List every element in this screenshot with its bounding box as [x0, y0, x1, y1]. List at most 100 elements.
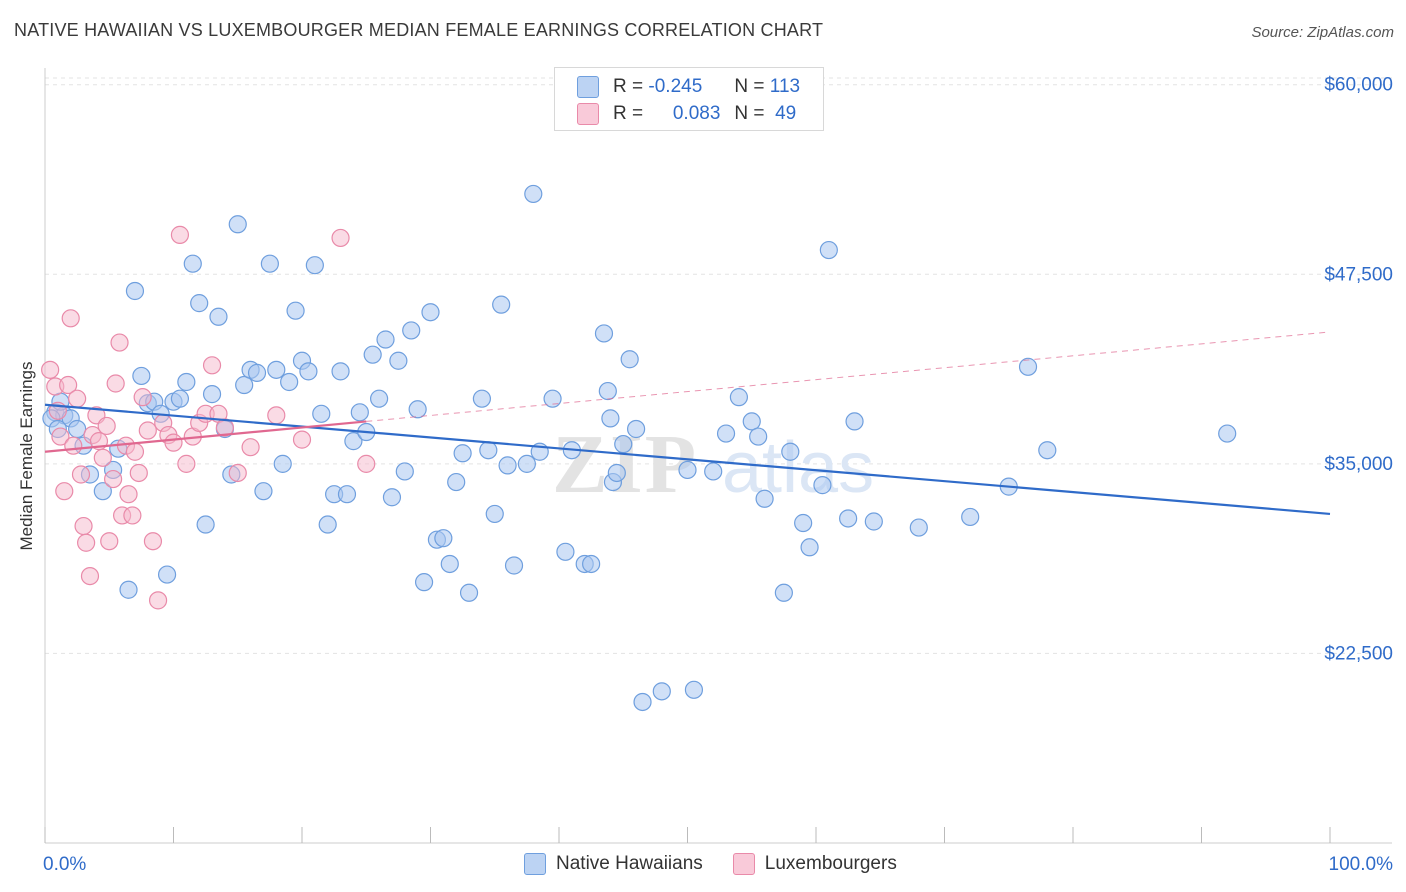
data-point-luxembourgers	[357, 454, 376, 473]
n-label: N =	[734, 76, 765, 97]
data-point-luxembourgers	[71, 465, 91, 484]
data-point-native-hawaiians	[485, 504, 504, 524]
data-point-native-hawaiians	[498, 456, 517, 475]
data-point-native-hawaiians	[157, 565, 177, 584]
data-point-native-hawaiians	[299, 362, 318, 381]
data-point-native-hawaiians	[280, 372, 299, 392]
data-point-native-hawaiians	[614, 435, 633, 454]
data-point-luxembourgers	[106, 374, 125, 393]
data-point-native-hawaiians	[704, 462, 723, 481]
n-value: 113	[769, 76, 801, 97]
stats-row-luxembourgers: R = 0.083 N = 49	[577, 102, 796, 126]
data-point-luxembourgers	[104, 469, 123, 489]
data-point-luxembourgers	[129, 463, 148, 483]
data-point-native-hawaiians	[684, 680, 704, 699]
r-label: R =	[613, 103, 644, 124]
data-point-native-hawaiians	[479, 441, 498, 460]
data-point-native-hawaiians	[402, 321, 421, 340]
legend-item-native-hawaiians: Native Hawaiians	[524, 853, 703, 875]
data-point-native-hawaiians	[678, 460, 697, 480]
data-point-native-hawaiians	[504, 556, 524, 575]
data-point-native-hawaiians	[749, 427, 768, 446]
n-label: N =	[734, 103, 765, 124]
data-point-native-hawaiians	[582, 554, 601, 574]
r-value: -0.245	[648, 76, 703, 97]
data-point-native-hawaiians	[524, 184, 543, 204]
data-point-native-hawaiians	[209, 307, 228, 326]
data-point-native-hawaiians	[601, 409, 620, 428]
data-point-native-hawaiians	[1218, 424, 1237, 443]
data-point-native-hawaiians	[68, 419, 87, 439]
data-point-luxembourgers	[228, 463, 247, 483]
data-point-luxembourgers	[93, 448, 112, 467]
data-point-native-hawaiians	[729, 388, 749, 407]
data-point-luxembourgers	[100, 532, 119, 551]
data-point-native-hawaiians	[286, 301, 305, 320]
x-tick-label: 100.0%	[1329, 854, 1394, 875]
data-point-native-hawaiians	[202, 385, 222, 404]
data-point-native-hawaiians	[344, 432, 363, 451]
data-point-native-hawaiians	[228, 215, 247, 234]
data-point-native-hawaiians	[196, 515, 215, 534]
data-point-native-hawaiians	[183, 254, 202, 273]
stats-row-native-hawaiians: R = -0.245 N = 113	[577, 75, 800, 99]
data-point-native-hawaiians	[119, 580, 138, 599]
data-point-luxembourgers	[119, 485, 138, 504]
data-point-native-hawaiians	[177, 372, 196, 392]
data-point-native-hawaiians	[781, 442, 800, 461]
r-value: 0.083	[672, 103, 721, 124]
data-point-native-hawaiians	[421, 303, 440, 322]
data-point-luxembourgers	[123, 506, 142, 525]
data-point-native-hawaiians	[626, 419, 646, 439]
data-point-native-hawaiians	[350, 403, 369, 422]
r-label: R =	[613, 76, 644, 97]
data-point-native-hawaiians	[363, 345, 382, 364]
data-point-native-hawaiians	[813, 476, 832, 495]
data-point-luxembourgers	[110, 333, 129, 352]
data-point-luxembourgers	[164, 433, 183, 452]
n-value: 49	[775, 103, 797, 124]
data-point-native-hawaiians	[909, 518, 928, 537]
data-point-native-hawaiians	[389, 351, 408, 370]
data-point-native-hawaiians	[331, 362, 350, 381]
data-point-native-hawaiians	[774, 583, 793, 602]
legend-label: Native Hawaiians	[556, 853, 703, 874]
data-point-native-hawaiians	[235, 375, 254, 395]
data-point-native-hawaiians	[132, 366, 151, 386]
data-point-luxembourgers	[138, 421, 157, 440]
data-point-native-hawaiians	[254, 482, 273, 501]
data-point-native-hawaiians	[839, 509, 858, 528]
data-point-native-hawaiians	[755, 489, 774, 508]
blue-swatch	[577, 76, 599, 98]
data-point-native-hawaiians	[652, 682, 671, 701]
data-point-native-hawaiians	[472, 389, 491, 408]
data-point-luxembourgers	[125, 442, 145, 461]
stats-legend: R = -0.245 N = 113 R = 0.083 N = 49	[554, 67, 824, 131]
data-point-native-hawaiians	[440, 554, 459, 574]
data-point-luxembourgers	[202, 356, 222, 375]
data-point-native-hawaiians	[318, 515, 337, 534]
data-point-native-hawaiians	[267, 360, 286, 379]
y-tick-label: $60,000	[1324, 75, 1393, 96]
data-point-luxembourgers	[292, 430, 312, 449]
data-point-native-hawaiians	[492, 295, 511, 314]
data-point-native-hawaiians	[742, 412, 761, 431]
data-point-native-hawaiians	[382, 488, 402, 507]
data-point-native-hawaiians	[459, 583, 479, 602]
data-point-luxembourgers	[267, 406, 286, 425]
data-point-luxembourgers	[55, 482, 74, 501]
chart-title: NATIVE HAWAIIAN VS LUXEMBOURGER MEDIAN F…	[14, 20, 824, 40]
blue-swatch	[524, 853, 546, 875]
data-point-native-hawaiians	[598, 381, 617, 401]
data-point-native-hawaiians	[260, 254, 279, 273]
data-point-native-hawaiians	[305, 256, 324, 275]
data-point-native-hawaiians	[633, 692, 652, 712]
data-point-native-hawaiians	[190, 294, 209, 313]
y-axis-title: Median Female Earnings	[17, 362, 36, 551]
data-point-native-hawaiians	[337, 485, 357, 504]
data-point-native-hawaiians	[845, 412, 864, 431]
data-point-native-hawaiians	[93, 482, 112, 501]
data-point-luxembourgers	[51, 427, 70, 446]
data-point-native-hawaiians	[556, 542, 575, 561]
data-point-native-hawaiians	[1038, 441, 1057, 460]
